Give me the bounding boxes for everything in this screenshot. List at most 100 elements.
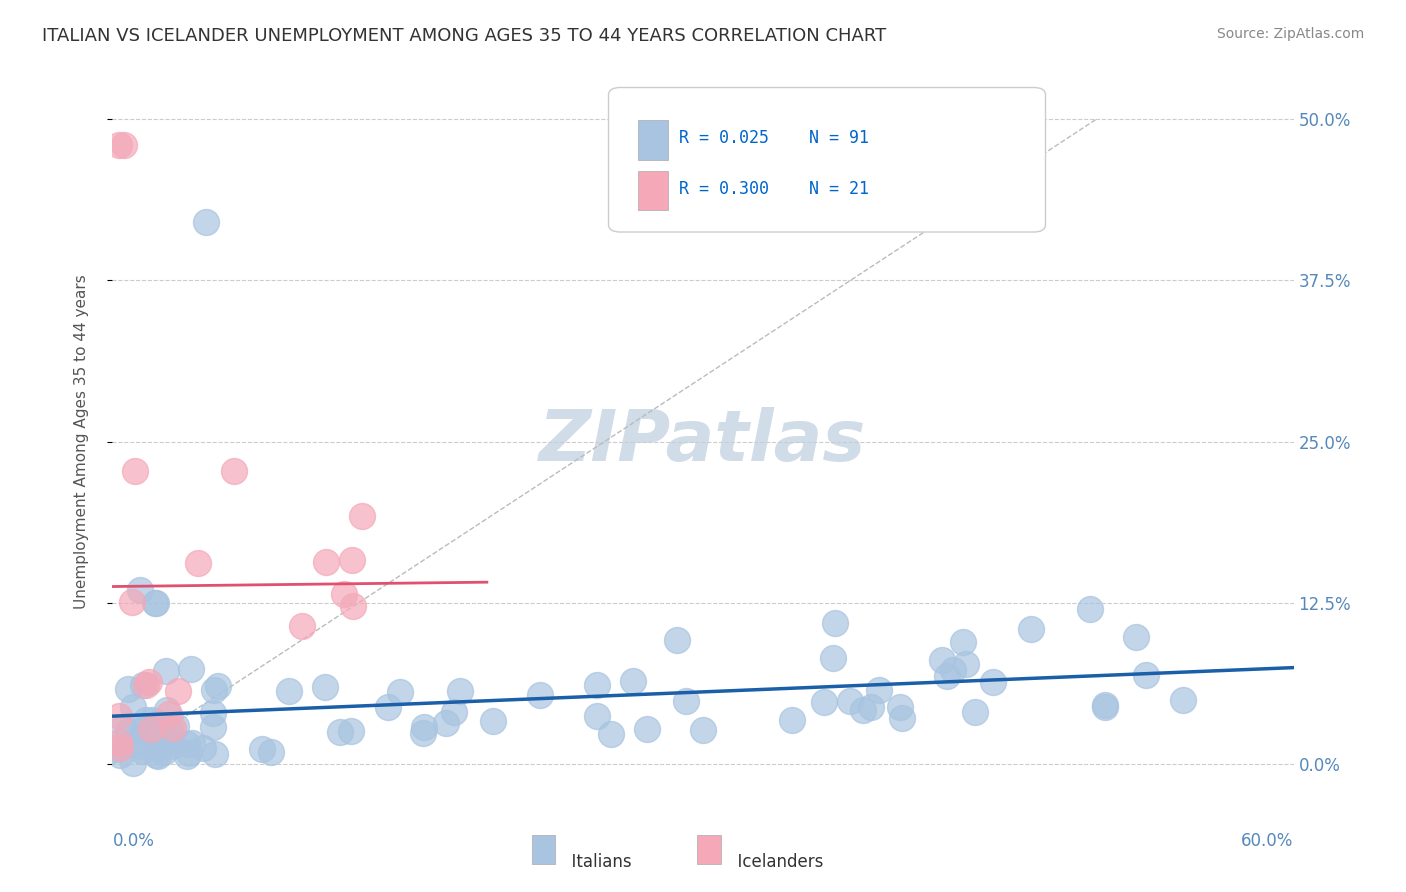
- Point: [868, 682, 890, 697]
- Point: [222, 465, 245, 479]
- Point: [146, 726, 169, 740]
- Point: [157, 706, 180, 721]
- Point: [122, 756, 145, 770]
- Point: [599, 727, 621, 741]
- FancyBboxPatch shape: [638, 120, 668, 160]
- Point: [176, 737, 198, 751]
- Point: [207, 679, 229, 693]
- Text: 0.0%: 0.0%: [112, 831, 155, 850]
- Point: [180, 662, 202, 676]
- Point: [105, 741, 128, 756]
- Point: [859, 699, 882, 714]
- Point: [935, 669, 957, 683]
- Point: [377, 699, 399, 714]
- Point: [117, 681, 139, 696]
- Point: [108, 747, 131, 762]
- Point: [412, 726, 434, 740]
- Point: [824, 615, 846, 630]
- Point: [981, 675, 1004, 690]
- Point: [124, 464, 146, 478]
- Point: [135, 678, 157, 692]
- Point: [823, 651, 845, 665]
- Point: [131, 678, 153, 692]
- Point: [128, 739, 150, 753]
- Y-axis label: Unemployment Among Ages 35 to 44 years: Unemployment Among Ages 35 to 44 years: [75, 274, 89, 609]
- Point: [160, 739, 183, 753]
- Text: Source: ZipAtlas.com: Source: ZipAtlas.com: [1216, 27, 1364, 41]
- Point: [443, 706, 465, 720]
- Point: [155, 665, 177, 679]
- Point: [529, 688, 551, 702]
- Point: [585, 678, 607, 692]
- Point: [135, 713, 157, 727]
- Point: [813, 694, 835, 708]
- Point: [332, 587, 354, 601]
- FancyBboxPatch shape: [638, 170, 668, 211]
- Text: R = 0.300    N = 21: R = 0.300 N = 21: [679, 179, 869, 198]
- Point: [141, 713, 163, 727]
- Point: [636, 722, 658, 736]
- Point: [136, 726, 159, 740]
- Point: [202, 721, 225, 735]
- Point: [852, 703, 875, 717]
- Point: [315, 555, 337, 569]
- Point: [195, 215, 218, 229]
- Text: Italians: Italians: [561, 854, 631, 871]
- Point: [153, 738, 176, 752]
- Point: [153, 745, 176, 759]
- Point: [1094, 699, 1116, 714]
- Point: [1135, 668, 1157, 682]
- Point: [291, 619, 314, 633]
- Point: [132, 722, 155, 736]
- Point: [111, 721, 134, 735]
- Point: [889, 700, 911, 714]
- Point: [121, 594, 143, 608]
- Point: [482, 714, 505, 728]
- Point: [165, 719, 187, 733]
- Point: [193, 741, 215, 756]
- Point: [1019, 622, 1042, 636]
- Point: [162, 721, 184, 735]
- Point: [141, 722, 163, 736]
- Point: [145, 748, 167, 763]
- Point: [665, 633, 688, 648]
- Point: [1078, 602, 1101, 616]
- Point: [138, 675, 160, 690]
- Point: [891, 710, 914, 724]
- Point: [412, 720, 434, 734]
- Point: [166, 684, 188, 698]
- Point: [107, 709, 129, 723]
- Point: [1125, 631, 1147, 645]
- Point: [942, 664, 965, 678]
- Text: ITALIAN VS ICELANDER UNEMPLOYMENT AMONG AGES 35 TO 44 YEARS CORRELATION CHART: ITALIAN VS ICELANDER UNEMPLOYMENT AMONG …: [42, 27, 886, 45]
- Point: [204, 747, 226, 761]
- Point: [141, 727, 163, 741]
- Point: [201, 706, 224, 720]
- Point: [260, 745, 283, 759]
- Point: [146, 741, 169, 756]
- Text: Icelanders: Icelanders: [727, 854, 823, 871]
- Point: [159, 723, 181, 738]
- Point: [388, 685, 411, 699]
- Text: 60.0%: 60.0%: [1241, 831, 1294, 850]
- Point: [250, 741, 273, 756]
- Point: [931, 653, 953, 667]
- Point: [160, 735, 183, 749]
- Point: [342, 599, 364, 613]
- Point: [131, 744, 153, 758]
- Point: [202, 683, 225, 698]
- Point: [112, 137, 135, 152]
- Point: [143, 596, 166, 610]
- Point: [110, 741, 132, 756]
- Text: ZIPatlas: ZIPatlas: [540, 407, 866, 476]
- Point: [952, 634, 974, 648]
- Point: [1094, 698, 1116, 713]
- Point: [839, 694, 862, 708]
- Point: [434, 715, 457, 730]
- Point: [145, 723, 167, 737]
- Point: [176, 749, 198, 764]
- Point: [1173, 693, 1195, 707]
- FancyBboxPatch shape: [531, 835, 555, 864]
- Point: [780, 713, 803, 727]
- Point: [124, 734, 146, 748]
